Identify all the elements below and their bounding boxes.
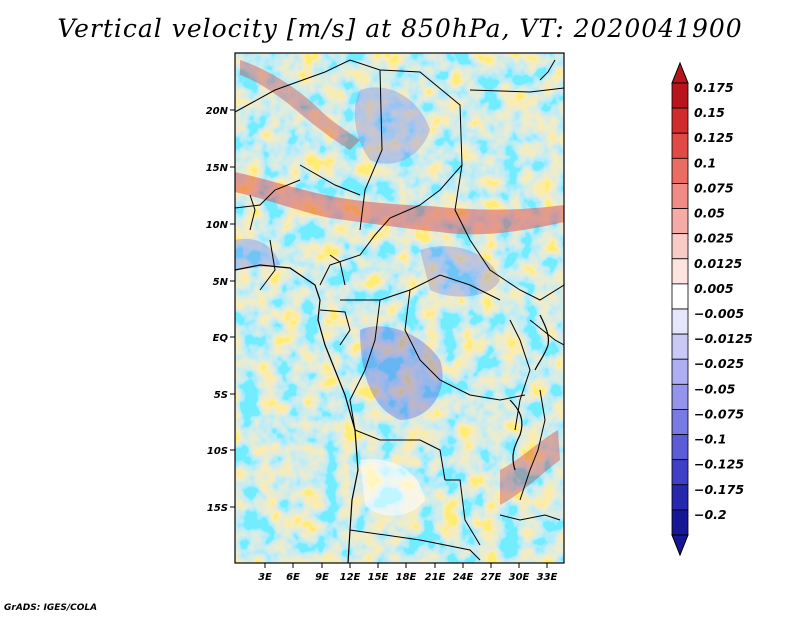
lon-label: 24E [453, 572, 474, 583]
colorbar-swatch [671, 258, 689, 285]
lat-labels: 20N 15N 10N 5N EQ 5S 10S 15S [206, 106, 229, 514]
colorbar-swatch [671, 409, 689, 435]
lon-label: 18E [396, 572, 417, 583]
colorbar-swatch [671, 358, 689, 385]
lon-labels: 3E 6E 9E 12E 15E 18E 21E 24E 27E 30E 33E [258, 572, 557, 583]
colorbar-level-label: 0.005 [694, 281, 734, 296]
colorbar-level-label: −0.075 [694, 406, 744, 421]
lon-label: 30E [509, 572, 530, 583]
grads-credit: GrADS: IGES/COLA [4, 603, 98, 613]
colorbar-level-label: −0.175 [694, 482, 744, 497]
colorbar-level-label: 0.075 [694, 180, 734, 195]
map-frame [234, 52, 565, 564]
colorbar-level-label: −0.005 [694, 306, 744, 321]
lat-label: 10N [206, 220, 229, 231]
velocity-field [235, 53, 564, 563]
colorbar-level-label: 0.025 [694, 231, 734, 246]
lon-label: 12E [340, 572, 361, 583]
colorbar-swatch [671, 333, 689, 360]
colorbar-level-label: −0.1 [694, 432, 727, 447]
lat-label: 20N [206, 106, 229, 117]
colorbar-swatch [671, 383, 689, 410]
colorbar-swatch [671, 208, 689, 235]
colorbar-swatch [671, 183, 689, 209]
colorbar-level-label: 0.1 [694, 155, 716, 170]
colorbar-top-arrow [671, 61, 689, 84]
colorbar-level-label: 0.125 [694, 130, 734, 145]
colorbar-level-label: −0.2 [694, 507, 727, 522]
chart-title: Vertical velocity [m/s] at 850hPa, VT: 2… [57, 14, 743, 43]
lat-label: 5S [214, 390, 228, 401]
colorbar-swatch [671, 509, 689, 536]
colorbar-level-label: 0.15 [694, 105, 725, 120]
colorbar-bottom-arrow [671, 534, 689, 557]
lon-label: 21E [425, 572, 446, 583]
colorbar-swatch [671, 308, 689, 335]
colorbar-swatch [671, 283, 689, 310]
colorbar-level-label: 0.05 [694, 206, 725, 221]
colorbar-swatch [671, 132, 689, 159]
colorbar-level-label: −0.0125 [694, 331, 753, 346]
colorbar-swatch [671, 459, 689, 486]
lat-ticks [230, 109, 235, 508]
lon-ticks [264, 563, 548, 568]
lon-label: 6E [286, 572, 300, 583]
lon-label: 15E [368, 572, 389, 583]
colorbar-swatch [671, 157, 689, 184]
colorbar-swatch [671, 107, 689, 134]
coastline [235, 264, 550, 563]
lat-label: 15S [207, 503, 228, 514]
lat-label: 15N [206, 163, 229, 174]
colorbar-swatch [671, 434, 689, 461]
lat-label: 5N [213, 277, 229, 288]
colorbar-swatch [671, 233, 689, 260]
lon-label: 9E [315, 572, 329, 583]
lat-label: EQ [213, 333, 229, 344]
colorbar-level-label: 0.0125 [694, 256, 743, 271]
colorbar-level-label: −0.05 [694, 381, 736, 396]
lon-label: 33E [537, 572, 558, 583]
lat-label: 10S [207, 446, 228, 457]
colorbar: 0.175 0.15 0.125 0.1 0.075 0.05 0.025 0.0125 0.0… [671, 61, 753, 557]
colorbar-level-label: 0.175 [694, 80, 734, 95]
colorbar-swatch [671, 484, 689, 511]
colorbar-level-label: −0.125 [694, 457, 744, 472]
colorbar-level-label: −0.025 [694, 356, 744, 371]
lon-label: 3E [258, 572, 272, 583]
lon-label: 27E [481, 572, 502, 583]
colorbar-swatch [671, 82, 689, 109]
